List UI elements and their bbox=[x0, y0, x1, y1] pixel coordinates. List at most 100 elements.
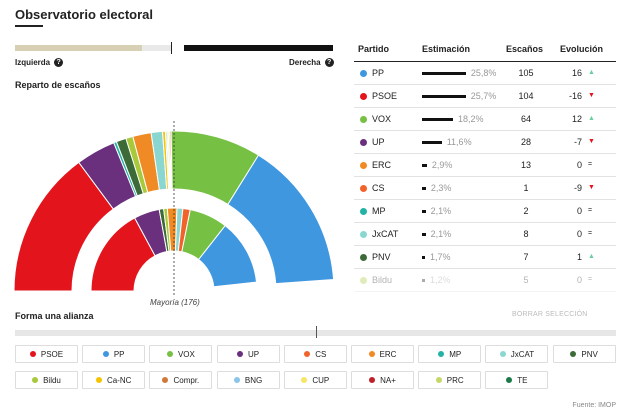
estimate-percent: 1,2% bbox=[430, 275, 451, 285]
chip-color-dot bbox=[304, 351, 311, 357]
seat-count: 1 bbox=[523, 183, 529, 193]
party-chip-cup[interactable]: CUP bbox=[283, 371, 347, 389]
party-chip-bng[interactable]: BNG bbox=[216, 371, 280, 389]
party-chip-canc[interactable]: Ca-NC bbox=[82, 371, 146, 389]
chip-color-dot bbox=[32, 377, 39, 383]
estimate-bar bbox=[422, 279, 425, 282]
evolution-arrow-icon: ▲ bbox=[588, 115, 595, 122]
seats-section-title: Reparto de escaños bbox=[15, 80, 101, 90]
party-chip-te[interactable]: TE bbox=[485, 371, 549, 389]
party-name: MP bbox=[372, 206, 386, 216]
table-row[interactable]: ERC 2,9% 13 0 = bbox=[354, 154, 616, 177]
party-chip-cs[interactable]: CS bbox=[283, 345, 347, 363]
table-row[interactable]: PSOE 25,7% 104 -16 ▼ bbox=[354, 85, 616, 108]
source-note: Fuente: IMOP bbox=[572, 402, 616, 409]
chip-color-dot bbox=[506, 377, 513, 383]
chip-color-dot bbox=[301, 377, 308, 383]
help-icon[interactable]: ? bbox=[324, 58, 334, 67]
chip-label: PRC bbox=[446, 375, 464, 385]
estimate-bar bbox=[422, 187, 426, 190]
table-header: Partido Estimación Escaños Evolución bbox=[354, 40, 616, 62]
chip-color-dot bbox=[438, 351, 445, 357]
spectrum-center-marker bbox=[171, 42, 172, 54]
table-row[interactable]: CS 2,3% 1 -9 ▼ bbox=[354, 177, 616, 200]
estimate-bar bbox=[422, 118, 453, 121]
evolution-value: 0 bbox=[576, 275, 582, 285]
party-chip-compr[interactable]: Compr. bbox=[149, 371, 213, 389]
party-name: UP bbox=[372, 137, 385, 147]
table-row[interactable]: Bildu 1,2% 5 0 = bbox=[354, 269, 616, 292]
estimate-bar bbox=[422, 95, 466, 98]
hemicycle-chart bbox=[13, 121, 335, 295]
chip-color-dot bbox=[233, 377, 240, 383]
right-label-text: Derecha bbox=[289, 58, 321, 67]
table-row[interactable]: VOX 18,2% 64 12 ▲ bbox=[354, 108, 616, 131]
chip-label: CUP bbox=[312, 375, 330, 385]
evolution-arrow-icon: ▼ bbox=[588, 184, 595, 191]
party-color-dot bbox=[360, 116, 367, 123]
party-chip-pp[interactable]: PP bbox=[82, 345, 146, 363]
inner-ring-seg-pp bbox=[197, 224, 258, 288]
party-chip-jxcat[interactable]: JxCAT bbox=[485, 345, 549, 363]
chip-color-dot bbox=[29, 351, 36, 357]
party-color-dot bbox=[360, 254, 367, 261]
seat-count: 28 bbox=[520, 137, 531, 147]
estimate-bar bbox=[422, 141, 442, 144]
clear-selection-button[interactable]: BORRAR SELECCIÓN bbox=[512, 311, 588, 318]
chip-label: Compr. bbox=[173, 375, 200, 385]
evolution-arrow-icon: ▲ bbox=[588, 69, 595, 76]
help-icon[interactable]: ? bbox=[54, 58, 64, 67]
evolution-value: -9 bbox=[573, 183, 582, 193]
evolution-arrow-icon: = bbox=[588, 161, 593, 168]
chip-color-dot bbox=[369, 377, 376, 383]
party-chip-bildu[interactable]: Bildu bbox=[15, 371, 78, 389]
party-chip-prc[interactable]: PRC bbox=[418, 371, 482, 389]
evolution-arrow-icon: = bbox=[588, 207, 593, 214]
party-chip-erc[interactable]: ERC bbox=[351, 345, 414, 363]
chip-label: CS bbox=[315, 349, 327, 359]
chip-color-dot bbox=[237, 351, 244, 357]
header-estimate: Estimación bbox=[422, 44, 471, 54]
party-chip-up[interactable]: UP bbox=[216, 345, 280, 363]
page-title: Observatorio electoral bbox=[15, 7, 153, 22]
party-color-dot bbox=[360, 208, 367, 215]
chip-color-dot bbox=[570, 351, 577, 357]
seat-count: 104 bbox=[518, 91, 534, 101]
party-name: PSOE bbox=[372, 91, 398, 101]
party-name: VOX bbox=[372, 114, 392, 124]
title-underline bbox=[15, 25, 43, 27]
evolution-arrow-icon: = bbox=[588, 230, 593, 237]
alliance-progress-bar bbox=[15, 330, 616, 336]
party-color-dot bbox=[360, 139, 367, 146]
evolution-arrow-icon: ▼ bbox=[588, 92, 595, 99]
chip-color-dot bbox=[166, 351, 173, 357]
table-row[interactable]: JxCAT 2,1% 8 0 = bbox=[354, 223, 616, 246]
estimate-percent: 2,1% bbox=[430, 206, 452, 216]
chip-color-dot bbox=[499, 351, 506, 357]
evolution-value: 0 bbox=[576, 229, 582, 239]
evolution-value: -16 bbox=[568, 91, 582, 101]
chip-label: ERC bbox=[379, 349, 397, 359]
table-row[interactable]: MP 2,1% 2 0 = bbox=[354, 200, 616, 223]
party-color-dot bbox=[360, 231, 367, 238]
table-row[interactable]: PP 25,8% 105 16 ▲ bbox=[354, 62, 616, 85]
party-chip-na[interactable]: NA+ bbox=[351, 371, 414, 389]
estimate-bar bbox=[422, 210, 426, 213]
party-chip-psoe[interactable]: PSOE bbox=[15, 345, 78, 363]
estimate-bar bbox=[422, 256, 425, 259]
estimate-bar bbox=[422, 233, 426, 236]
party-chip-pnv[interactable]: PNV bbox=[552, 345, 616, 363]
evolution-arrow-icon: ▲ bbox=[588, 253, 595, 260]
party-chip-vox[interactable]: VOX bbox=[149, 345, 213, 363]
estimate-percent: 2,1% bbox=[430, 229, 452, 239]
evolution-value: 16 bbox=[571, 68, 582, 78]
party-chip-mp[interactable]: MP bbox=[418, 345, 482, 363]
table-row[interactable]: PNV 1,7% 7 1 ▲ bbox=[354, 246, 616, 269]
evolution-value: -7 bbox=[573, 137, 582, 147]
table-row[interactable]: UP 11,6% 28 -7 ▼ bbox=[354, 131, 616, 154]
party-color-dot bbox=[360, 162, 367, 169]
header-seats: Escaños bbox=[506, 44, 544, 54]
chip-color-dot bbox=[95, 377, 102, 383]
spectrum-left-segment bbox=[15, 45, 142, 51]
chip-label: PSOE bbox=[40, 349, 64, 359]
